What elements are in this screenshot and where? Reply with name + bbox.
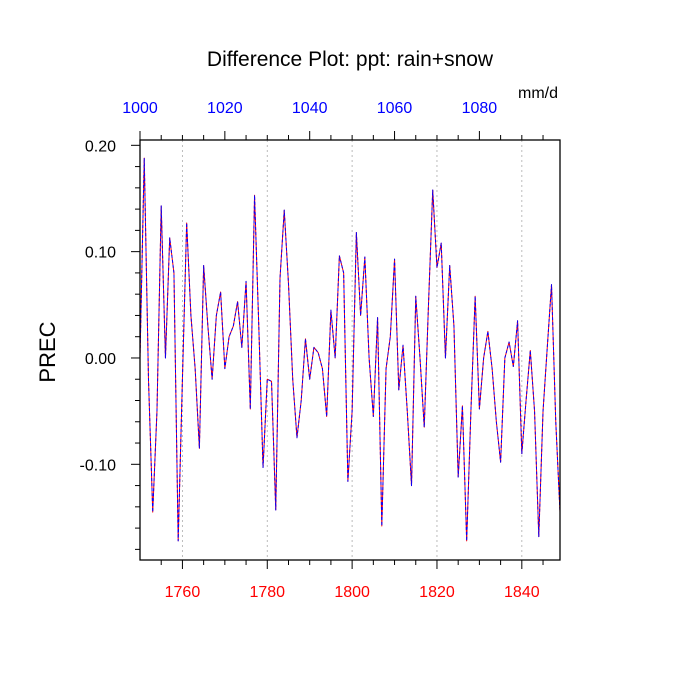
y-tick-label: 0.20 — [85, 138, 116, 155]
y-tick-label: 0.10 — [85, 245, 116, 262]
x-bottom-tick-label: 1760 — [165, 584, 201, 601]
units-label: mm/d — [518, 85, 558, 102]
x-top-tick-label: 1060 — [377, 100, 413, 117]
x-top-tick-label: 1020 — [207, 100, 243, 117]
grid-lines — [181, 140, 523, 560]
y-axis-label: PREC — [35, 321, 60, 382]
axes: 1760 1780 1800 1820 1840 1000 1020 1040 1060 1080… — [80, 100, 544, 601]
x-bottom-tick-label: 1820 — [419, 584, 455, 601]
x-top-tick-label: 1040 — [292, 100, 328, 117]
chart-title: Difference Plot: ppt: rain+snow — [207, 48, 494, 71]
x-top-tick-label: 1000 — [122, 100, 158, 117]
x-bottom-tick-label: 1780 — [249, 584, 285, 601]
series-line-dashed — [139, 157, 561, 542]
plot-frame — [139, 139, 561, 561]
x-bottom-tick-label: 1840 — [504, 584, 540, 601]
y-tick-label: -0.10 — [80, 457, 117, 474]
series-line-solid — [139, 157, 561, 542]
x-bottom-tick-label: 1800 — [334, 584, 370, 601]
y-tick-label: 0.00 — [85, 351, 116, 368]
x-top-tick-label: 1080 — [462, 100, 498, 117]
series-lines — [139, 157, 561, 542]
